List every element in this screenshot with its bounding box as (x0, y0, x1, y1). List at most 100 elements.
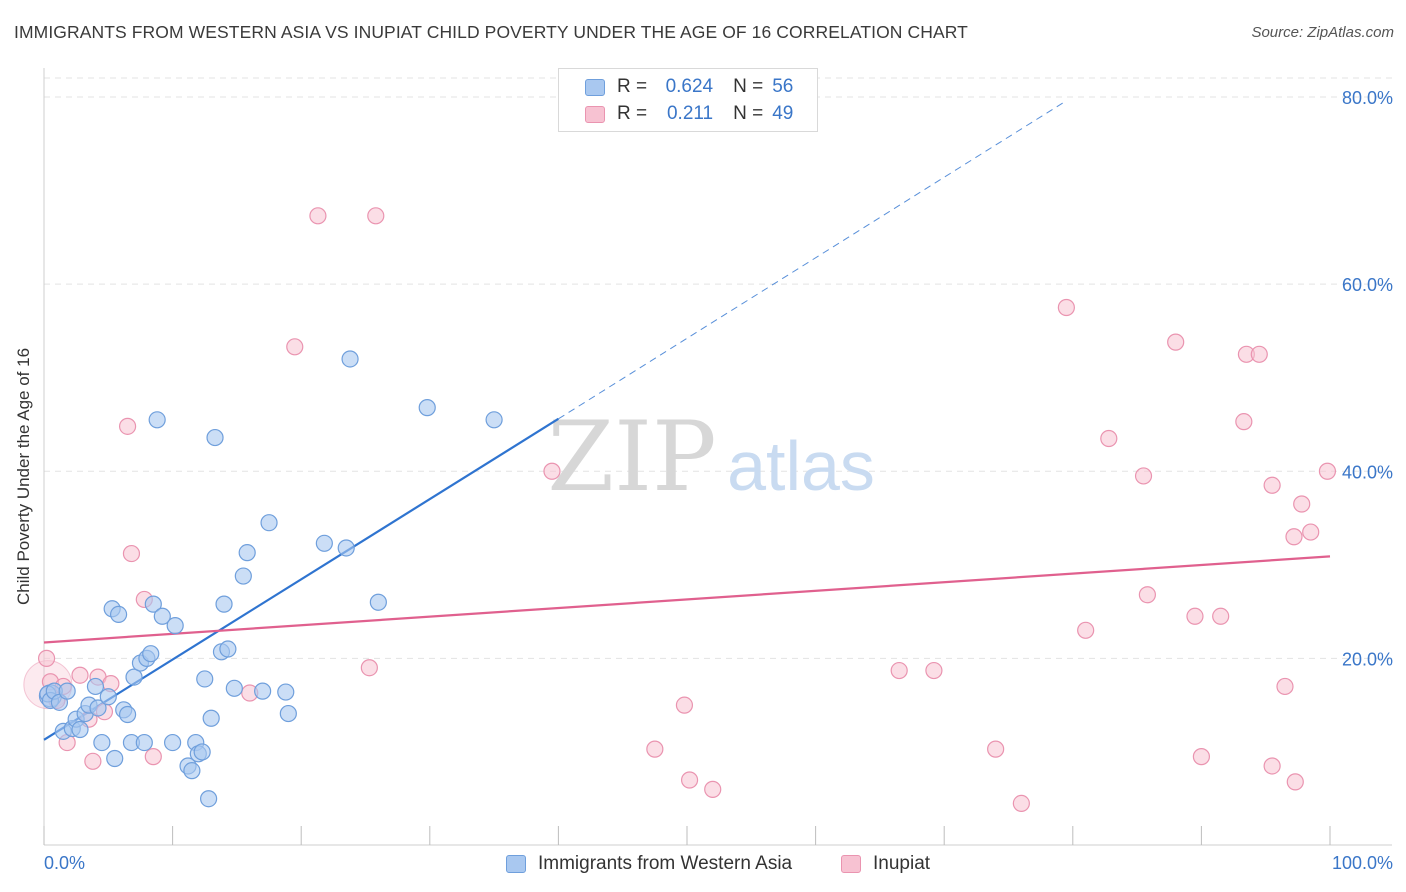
series1-point (219, 640, 237, 658)
bottom-legend-swatch-series2 (841, 855, 861, 873)
series1-point (215, 595, 233, 613)
series1-point (106, 749, 124, 768)
series1-point (337, 539, 355, 557)
source-credit: Source: ZipAtlas.com (1251, 24, 1394, 41)
x-tick-label-min: 0.0% (44, 853, 85, 873)
bottom-legend-series2: Inupiat (841, 852, 930, 876)
x-tick-label-max: 100.0% (1332, 853, 1393, 873)
bottom-legend-label-series2: Inupiat (873, 853, 931, 874)
bottom-legend-label-series1: Immigrants from Western Asia (538, 853, 793, 874)
series1-point (148, 411, 166, 429)
series1-point (260, 514, 278, 532)
series2-point (890, 661, 908, 680)
series1-point (125, 668, 143, 686)
legend-swatch-series1 (585, 78, 605, 96)
series2-point (680, 771, 699, 789)
series1-point (71, 720, 89, 739)
series2-point (1100, 429, 1118, 448)
series1-point (142, 645, 160, 663)
series2-point (1276, 677, 1294, 696)
legend-r-label-1: R = (617, 76, 648, 97)
series2-point (1250, 345, 1268, 363)
series1-trendline (43, 100, 1067, 741)
series2-point (1192, 748, 1211, 766)
series2-point (1138, 586, 1156, 604)
series1-point (418, 399, 436, 417)
series2-point (1012, 794, 1030, 812)
series2-point (1134, 467, 1153, 485)
y-tick-label: 20.0% (1342, 649, 1393, 669)
series2-point (987, 740, 1005, 758)
series2-trendline (43, 555, 1331, 644)
series2-point (1318, 462, 1337, 480)
series1-point (89, 699, 107, 717)
y-axis-label: Child Poverty Under the Age of 16 (14, 347, 33, 605)
series2-trendline (43, 555, 1331, 644)
series1-point (206, 428, 224, 447)
series2-point (543, 462, 561, 480)
series1-point (193, 743, 211, 761)
series1-points (38, 350, 503, 808)
watermark-zip: ZIP (547, 401, 716, 513)
series1-point (369, 593, 387, 611)
series2-point (1167, 333, 1185, 351)
series1-point (153, 607, 171, 625)
series1-point (183, 762, 201, 780)
series2-point (122, 544, 141, 563)
bottom-legend-swatch-series1 (506, 855, 526, 873)
bottom-legend-series1: Immigrants from Western Asia (506, 852, 792, 876)
series1-point (109, 605, 128, 624)
series1-point (200, 790, 218, 808)
legend-row-series2: R = 0.211 N = 49 (585, 102, 793, 126)
series2-point (286, 338, 304, 356)
series2-point (1077, 621, 1095, 639)
correlation-legend: R = 0.624 N = 56 R = 0.211 N = 49 (558, 68, 818, 132)
series2-point (360, 659, 378, 677)
series1-point (164, 733, 182, 752)
series1-point (225, 679, 243, 697)
series1-point (58, 682, 76, 700)
legend-r-value-1: 0.624 (665, 76, 714, 97)
series2-point (1285, 528, 1303, 546)
series1-point (86, 677, 105, 696)
legend-r-label-2: R = (617, 103, 648, 124)
series2-point (367, 207, 385, 225)
series2-point (144, 748, 162, 766)
series1-point (166, 617, 184, 635)
series1-point (277, 683, 295, 701)
legend-n-label-2: N = (733, 103, 764, 124)
series2-point (71, 666, 89, 684)
series1-point (238, 544, 256, 562)
legend-n-value-2: 49 (772, 103, 794, 124)
series1-trendline-solid (43, 417, 559, 741)
series2-point (1235, 413, 1253, 431)
y-tick-label: 40.0% (1342, 462, 1393, 482)
series2-point (1212, 607, 1230, 625)
legend-n-label-1: N = (733, 76, 764, 97)
series2-point (1263, 476, 1281, 494)
tick-labels: 20.0% 40.0% 60.0% 80.0% 0.0% 100.0% (44, 88, 1393, 873)
watermark-atlas: atlas (727, 427, 875, 505)
y-tick-label: 60.0% (1342, 275, 1393, 295)
series2-point (1186, 607, 1204, 625)
series2-point (1286, 773, 1304, 791)
series1-point (485, 411, 503, 429)
series1-trendline-dashed (558, 100, 1067, 420)
series1-point (99, 688, 117, 706)
series1-point (202, 709, 220, 727)
series2-point (704, 780, 722, 798)
series2-point (1302, 523, 1320, 541)
y-tick-label: 80.0% (1342, 88, 1393, 108)
series1-point (196, 670, 214, 688)
series1-point (341, 350, 359, 368)
series2-point (1263, 757, 1281, 775)
legend-n-value-1: 56 (772, 76, 794, 97)
legend-r-value-2: 0.211 (666, 103, 714, 124)
series2-point (118, 417, 137, 435)
series2-point (675, 696, 694, 714)
series2-point (925, 661, 943, 680)
series1-point (234, 567, 252, 585)
series1-point (315, 534, 333, 552)
series2-point (646, 740, 664, 758)
